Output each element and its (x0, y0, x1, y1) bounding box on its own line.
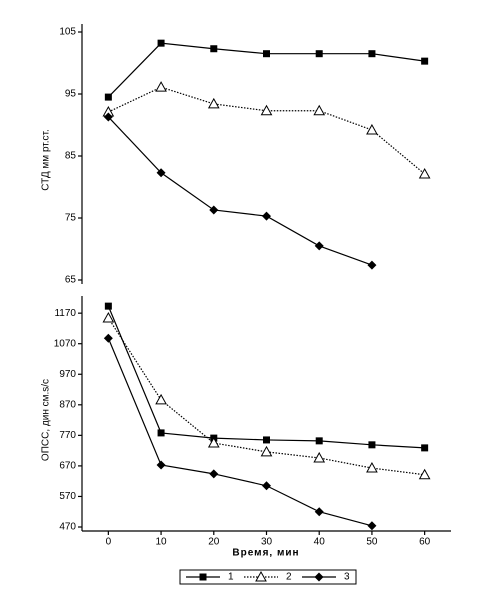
y-tick-label: 670 (59, 461, 76, 472)
marker (313, 451, 326, 463)
marker (207, 436, 220, 448)
marker (209, 469, 219, 479)
x-tick-label: 40 (314, 537, 326, 548)
marker (262, 211, 271, 221)
marker (156, 460, 166, 470)
y-tick-label: 95 (65, 89, 77, 100)
legend-label: 3 (344, 572, 350, 583)
marker (255, 570, 267, 582)
legend-label: 2 (286, 572, 292, 583)
series-line (107, 305, 425, 449)
marker (157, 429, 165, 437)
y-tick-label: 570 (59, 491, 76, 502)
x-axis-label: Время, мин (232, 548, 299, 559)
y-tick-label: 75 (65, 213, 77, 224)
y-tick-label: 770 (59, 430, 76, 441)
y-axis-label: ОПСС, дин см.s/с (41, 379, 52, 461)
marker (103, 112, 113, 122)
legend-label: 1 (228, 572, 234, 583)
marker (314, 507, 324, 517)
marker (199, 573, 207, 581)
marker (367, 260, 377, 270)
legend-box (179, 569, 357, 585)
y-tick-label: 870 (59, 399, 76, 410)
marker (367, 521, 377, 531)
marker (366, 123, 378, 135)
marker (314, 572, 324, 582)
marker (155, 81, 167, 92)
marker (315, 50, 323, 58)
marker (104, 302, 112, 310)
y-axis-label: СТД мм рт.ст. (41, 129, 52, 191)
y-tick-label: 470 (59, 522, 76, 533)
y-tick-label: 85 (65, 151, 77, 162)
marker (418, 468, 431, 480)
y-tick-label: 65 (65, 275, 77, 286)
series-line (107, 337, 373, 527)
marker (156, 168, 166, 178)
y-tick-label: 1170 (54, 308, 76, 319)
marker (207, 97, 220, 109)
y-tick-label: 105 (59, 27, 76, 38)
marker (315, 437, 323, 445)
marker (368, 441, 376, 449)
series-line (107, 116, 373, 266)
marker (368, 50, 376, 58)
marker (313, 104, 326, 116)
y-tick-label: 1070 (54, 338, 77, 349)
marker (157, 39, 165, 47)
x-tick-label: 20 (208, 537, 220, 548)
marker (260, 445, 273, 457)
marker (314, 241, 324, 251)
x-tick-label: 0 (106, 537, 112, 548)
marker (421, 444, 429, 452)
marker (104, 93, 112, 101)
marker (263, 436, 270, 444)
marker (262, 481, 271, 491)
marker (421, 57, 429, 65)
marker (102, 312, 115, 323)
x-tick-label: 30 (261, 537, 273, 548)
marker (263, 50, 270, 58)
x-tick-label: 10 (156, 537, 168, 548)
marker (155, 393, 167, 405)
marker (260, 104, 273, 116)
marker (103, 333, 113, 343)
marker (210, 45, 218, 53)
marker (366, 462, 378, 473)
marker (418, 167, 431, 179)
marker (209, 205, 219, 215)
x-tick-label: 50 (366, 537, 378, 548)
x-tick-label: 60 (419, 537, 431, 548)
series-line (108, 86, 426, 175)
y-tick-label: 970 (59, 369, 76, 380)
